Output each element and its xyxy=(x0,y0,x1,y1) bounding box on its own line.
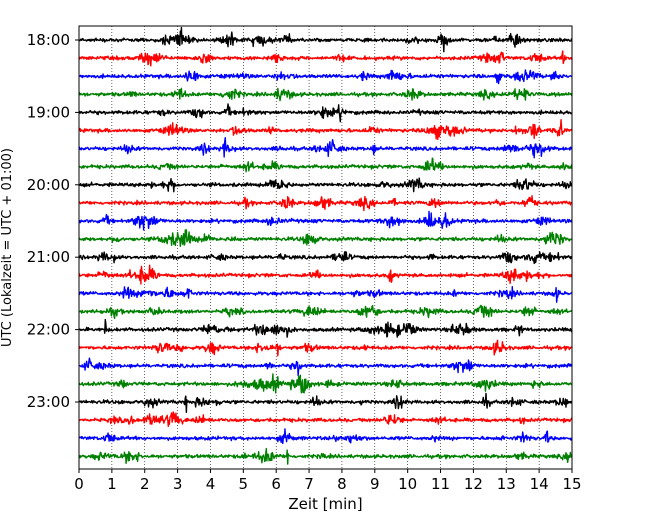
trace-line xyxy=(78,447,573,465)
x-tick-label: 13 xyxy=(497,475,516,493)
trace-line xyxy=(78,50,573,67)
plot-frame xyxy=(78,25,573,470)
trace-line xyxy=(78,157,573,173)
trace-line xyxy=(78,339,573,357)
x-tick-label: 6 xyxy=(271,475,281,493)
x-tick-label: 4 xyxy=(206,475,216,493)
x-tick-label: 5 xyxy=(239,475,249,493)
trace-line xyxy=(78,286,573,303)
x-axis-label: Zeit [min] xyxy=(288,495,362,513)
trace-line xyxy=(78,357,573,377)
y-axis-label: UTC (Lokalzeit = UTC + 01:00) xyxy=(0,148,15,347)
x-grid xyxy=(111,26,540,469)
trace-line xyxy=(78,392,573,414)
y-tick-label: 19:00 xyxy=(27,103,70,121)
x-tick-label: 11 xyxy=(431,475,450,493)
y-tick-label: 18:00 xyxy=(27,31,70,49)
trace-line xyxy=(78,411,573,428)
trace-line xyxy=(78,136,573,159)
trace-line xyxy=(78,69,573,85)
x-tick-label: 14 xyxy=(530,475,549,493)
trace-line xyxy=(78,373,573,394)
y-axis-ticks: 18:00 19:00 20:00 21:00 22:00 23:00 xyxy=(27,31,79,411)
trace-line xyxy=(78,318,573,338)
x-tick-label: 12 xyxy=(464,475,483,493)
x-tick-label: 0 xyxy=(74,475,84,493)
x-tick-label: 3 xyxy=(173,475,183,493)
y-tick-label: 21:00 xyxy=(27,248,70,266)
x-tick-label: 8 xyxy=(337,475,347,493)
x-tick-label: 10 xyxy=(398,475,417,493)
x-tick-label: 15 xyxy=(562,475,581,493)
trace-line xyxy=(78,304,573,320)
trace-line xyxy=(78,118,573,141)
trace-line xyxy=(78,428,573,445)
x-axis-ticks: 0 1 2 3 4 5 6 7 8 9 10 11 12 13 14 15 xyxy=(74,469,582,493)
trace-line xyxy=(78,210,573,231)
plot-area xyxy=(79,26,572,469)
x-tick-label: 2 xyxy=(140,475,150,493)
trace-line xyxy=(78,87,573,102)
y-tick-label: 20:00 xyxy=(27,176,70,194)
x-tick-label: 7 xyxy=(304,475,314,493)
trace-line xyxy=(78,264,573,285)
trace-line xyxy=(78,103,573,123)
seismic-traces xyxy=(78,26,573,465)
x-tick-label: 9 xyxy=(370,475,380,493)
y-tick-label: 22:00 xyxy=(27,321,70,339)
trace-line xyxy=(78,251,573,265)
x-tick-label: 1 xyxy=(107,475,117,493)
trace-line xyxy=(78,195,573,212)
y-tick-label: 23:00 xyxy=(27,393,70,411)
trace-line xyxy=(78,229,573,247)
trace-line xyxy=(78,177,573,193)
trace-line xyxy=(78,26,573,53)
